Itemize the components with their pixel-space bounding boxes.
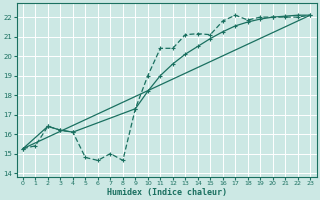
X-axis label: Humidex (Indice chaleur): Humidex (Indice chaleur) <box>107 188 227 197</box>
